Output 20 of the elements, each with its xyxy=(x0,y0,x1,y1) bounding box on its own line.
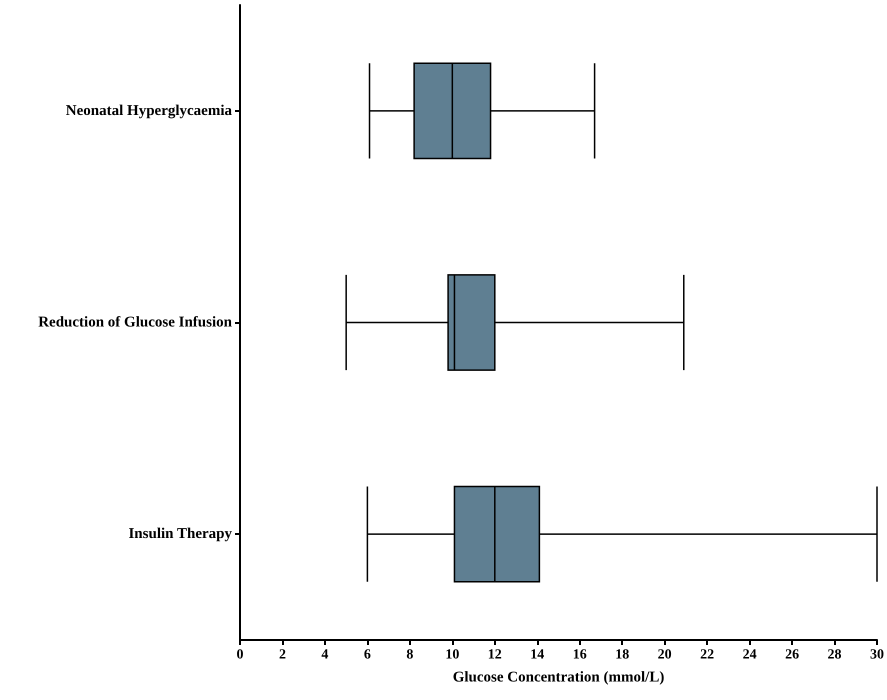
y-tick-label: Neonatal Hyperglycaemia xyxy=(66,102,232,119)
y-tick-label: Reduction of Glucose Infusion xyxy=(38,314,233,330)
x-tick-label: 16 xyxy=(572,648,587,662)
x-axis-title: Glucose Concentration (mmol/L) xyxy=(452,670,664,686)
y-tick-label: Insulin Therapy xyxy=(128,526,232,542)
x-tick-label: 30 xyxy=(870,648,884,662)
x-tick-label: 20 xyxy=(658,648,672,662)
x-tick-label: 8 xyxy=(406,648,414,662)
x-tick-label: 24 xyxy=(742,648,757,662)
x-tick-label: 22 xyxy=(700,648,714,662)
x-tick-label: 4 xyxy=(321,648,328,662)
x-tick-label: 6 xyxy=(364,648,371,662)
x-tick-label: 14 xyxy=(530,648,544,662)
x-tick-label: 18 xyxy=(615,648,630,662)
x-tick-label: 0 xyxy=(236,648,244,662)
x-tick-label: 10 xyxy=(445,648,460,662)
x-tick-label: 2 xyxy=(278,648,286,662)
x-tick-label: 12 xyxy=(488,648,502,662)
x-tick-label: 28 xyxy=(828,648,842,662)
x-tick-label: 26 xyxy=(785,648,800,662)
